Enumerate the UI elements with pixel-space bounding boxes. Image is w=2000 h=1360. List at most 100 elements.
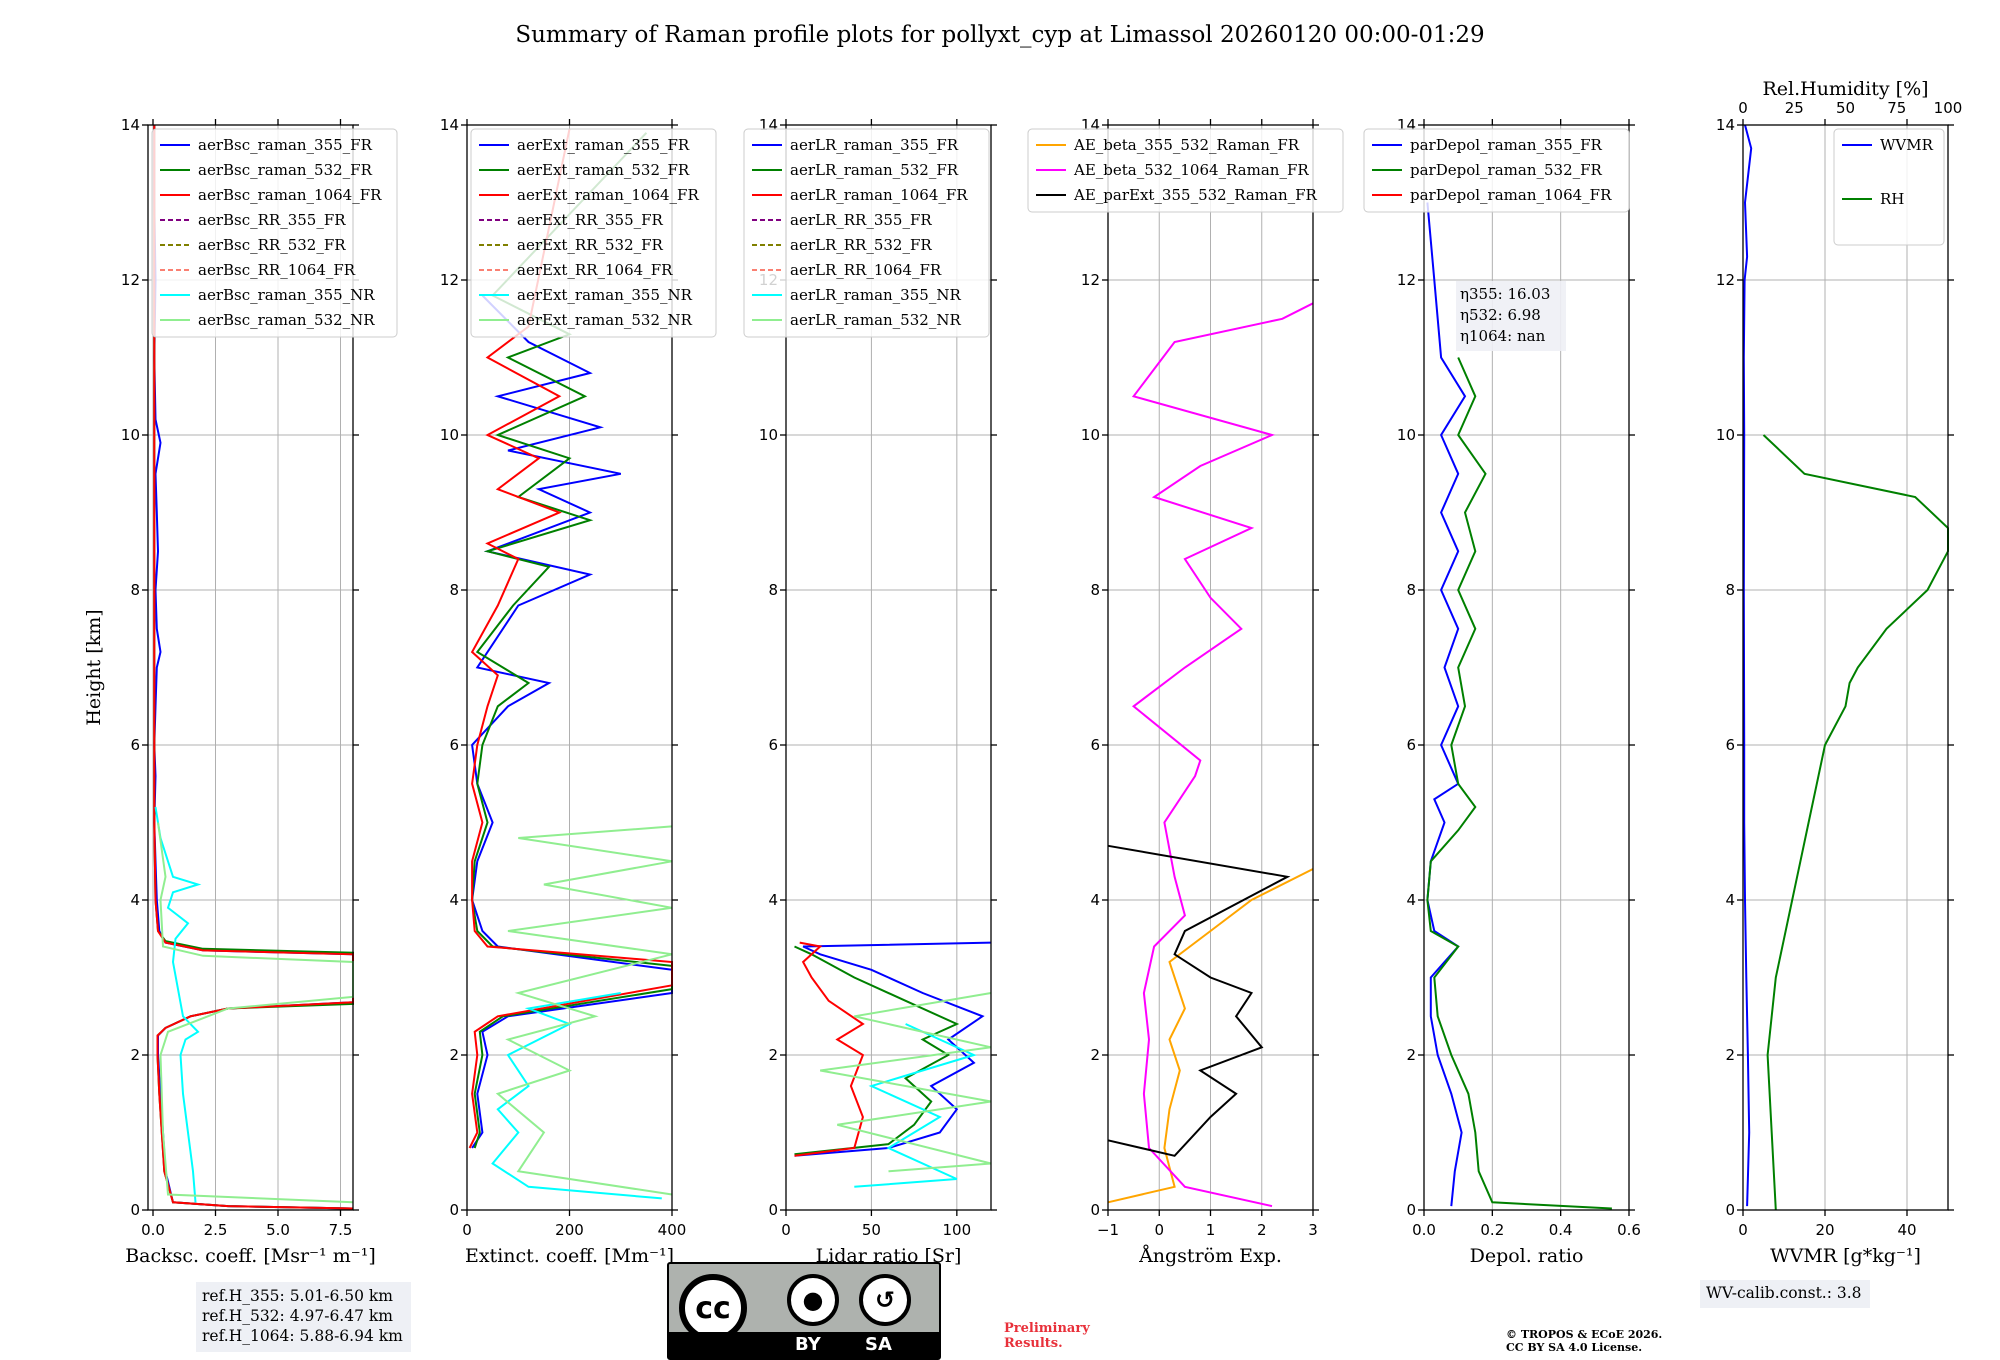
x-tick-label: 3: [1308, 1221, 1318, 1239]
y-tick-label: 6: [449, 736, 459, 754]
cc-sa-label: SA: [865, 1334, 892, 1355]
x-tick-label: 400: [658, 1221, 687, 1239]
y-tick-label: 2: [1090, 1046, 1100, 1064]
series-line-aerBsc_raman_532_NR: [157, 822, 354, 1204]
y-tick-label: 14: [1716, 116, 1735, 134]
copyright-line-2: CC BY SA 4.0 License.: [1506, 1341, 1643, 1354]
series-line-aerLR_raman_532_NR: [820, 992, 992, 1173]
x-axis-label: Depol. ratio: [1470, 1245, 1584, 1267]
y-tick-label: 10: [440, 426, 459, 444]
reference-height-box: ref.H_355: 5.01-6.50 km ref.H_532: 4.97-…: [196, 1282, 411, 1352]
legend-label: aerLR_RR_532_FR: [790, 236, 932, 254]
y-tick-label: 4: [768, 891, 778, 909]
series-line-AE_beta_532_1064_Raman_FR: [1131, 302, 1314, 1208]
cc-by-sa-logo: cc ● ↺ BY SA: [667, 1262, 941, 1360]
legend-label: aerExt_RR_532_FR: [517, 236, 664, 254]
legend-label: aerBsc_raman_355_NR: [198, 286, 375, 304]
y-tick-label: 4: [1725, 891, 1735, 909]
y-tick-label: 14: [121, 116, 140, 134]
legend-label: aerExt_RR_355_FR: [517, 211, 664, 229]
legend-label: AE_beta_355_532_Raman_FR: [1073, 136, 1300, 154]
x-axis-label: Lidar ratio [Sr]: [816, 1245, 962, 1267]
legend-frame: [1027, 128, 1344, 213]
x-tick-label: 0: [462, 1221, 472, 1239]
y-tick-label: 10: [759, 426, 778, 444]
y-tick-label: 4: [130, 891, 140, 909]
legend-label: aerBsc_raman_532_NR: [198, 311, 375, 329]
y-tick-label: 8: [1406, 581, 1416, 599]
x-tick-label: 0: [1738, 1221, 1748, 1239]
person-icon: ●: [787, 1274, 839, 1326]
ref-height-355: ref.H_355: 5.01-6.50 km: [202, 1287, 393, 1305]
y-tick-label: 4: [1090, 891, 1100, 909]
legend-frame: [1833, 128, 1945, 246]
y-tick-label: 12: [1397, 271, 1416, 289]
legend-label: parDepol_raman_355_FR: [1410, 136, 1603, 154]
top-x-tick-label: 100: [1934, 99, 1963, 117]
series-line-aerExt_raman_355_FR: [471, 294, 673, 1149]
x-tick-label: 20: [1815, 1221, 1834, 1239]
y-tick-label: 4: [1406, 891, 1416, 909]
y-tick-label: 2: [449, 1046, 459, 1064]
y-tick-label: 10: [1716, 426, 1735, 444]
x-tick-label: 0: [1154, 1221, 1164, 1239]
legend-label: aerExt_raman_355_NR: [517, 286, 693, 304]
y-tick-label: 12: [121, 271, 140, 289]
copyright-note: © TROPOS & ECoE 2026. CC BY SA 4.0 Licen…: [1506, 1328, 1662, 1354]
x-tick-label: 0.0: [1412, 1221, 1436, 1239]
y-tick-label: 4: [449, 891, 459, 909]
legend-label: aerBsc_RR_1064_FR: [198, 261, 356, 279]
x-axis-label: Backsc. coeff. [Msr⁻¹ m⁻¹]: [125, 1245, 376, 1267]
y-tick-label: 8: [1090, 581, 1100, 599]
y-axis-label: Height [km]: [83, 609, 105, 725]
x-axis-label: Ångström Exp.: [1138, 1245, 1282, 1267]
y-tick-label: 0: [768, 1201, 778, 1219]
y-tick-label: 12: [1081, 271, 1100, 289]
x-tick-label: 0: [781, 1221, 791, 1239]
legend-frame: [470, 128, 717, 338]
chart-ext: 0 200 400 0 2 4 6 8 10 12 14 Extinct. coeff. [Mm⁻¹]…: [440, 116, 717, 1267]
y-tick-label: 0: [449, 1201, 459, 1219]
series-line-aerLR_raman_1064_FR: [794, 941, 865, 1157]
x-axis-label: Extinct. coeff. [Mm⁻¹]: [465, 1245, 674, 1267]
legend-label: aerExt_raman_532_NR: [517, 311, 693, 329]
legend: aerBsc_raman_355_FR aerBsc_raman_532_FRae…: [151, 128, 398, 338]
y-tick-label: 6: [130, 736, 140, 754]
legend-label: aerLR_RR_1064_FR: [790, 261, 942, 279]
legend-label: aerExt_raman_532_FR: [517, 161, 690, 179]
x-tick-label: 40: [1897, 1221, 1916, 1239]
y-tick-label: 6: [1406, 736, 1416, 754]
preliminary-line-1: Preliminary: [1004, 1321, 1090, 1336]
legend-label: aerLR_raman_355_FR: [790, 136, 959, 154]
y-tick-label: 2: [768, 1046, 778, 1064]
legend-label: aerBsc_RR_532_FR: [198, 236, 346, 254]
series-line-aerBsc_raman_355_NR: [154, 806, 202, 1203]
x-tick-label: 5.0: [266, 1221, 290, 1239]
y-tick-label: 8: [449, 581, 459, 599]
series-line-aerExt_raman_532_FR: [471, 132, 673, 1149]
x-tick-label: 100: [943, 1221, 972, 1239]
x-tick-label: 2: [1257, 1221, 1267, 1239]
legend: aerExt_raman_355_FR aerExt_raman_532_FRae…: [470, 128, 717, 338]
y-tick-label: 12: [1716, 271, 1735, 289]
wv-calibration-box: WV-calib.const.: 3.8: [1700, 1280, 1870, 1308]
legend-label: parDepol_raman_1064_FR: [1410, 186, 1612, 204]
x-tick-label: 200: [555, 1221, 584, 1239]
series-line-AE_parExt_355_532_Raman_FR: [1107, 844, 1291, 1157]
legend-label: aerBsc_raman_532_FR: [198, 161, 373, 179]
x-tick-label: 0.0: [141, 1221, 165, 1239]
series-line-RH: [1762, 434, 1949, 1211]
axes-frame: [785, 124, 992, 1211]
top-x-axis-label: Rel.Humidity [%]: [1762, 78, 1928, 100]
x-tick-label: 50: [862, 1221, 881, 1239]
preliminary-note: Preliminary Results.: [1004, 1321, 1090, 1351]
cc-by-label: BY: [795, 1334, 821, 1355]
y-tick-label: 0: [1090, 1201, 1100, 1219]
top-x-tick-label: 50: [1836, 99, 1855, 117]
legend-label: aerExt_raman_355_FR: [517, 136, 690, 154]
series-line-aerExt_raman_1064_FR: [468, 128, 673, 1149]
series-line-AE_beta_355_532_Raman_FR: [1107, 868, 1314, 1204]
cc-badge: cc ● ↺ BY SA: [667, 1262, 941, 1360]
x-tick-label: −1: [1097, 1221, 1119, 1239]
